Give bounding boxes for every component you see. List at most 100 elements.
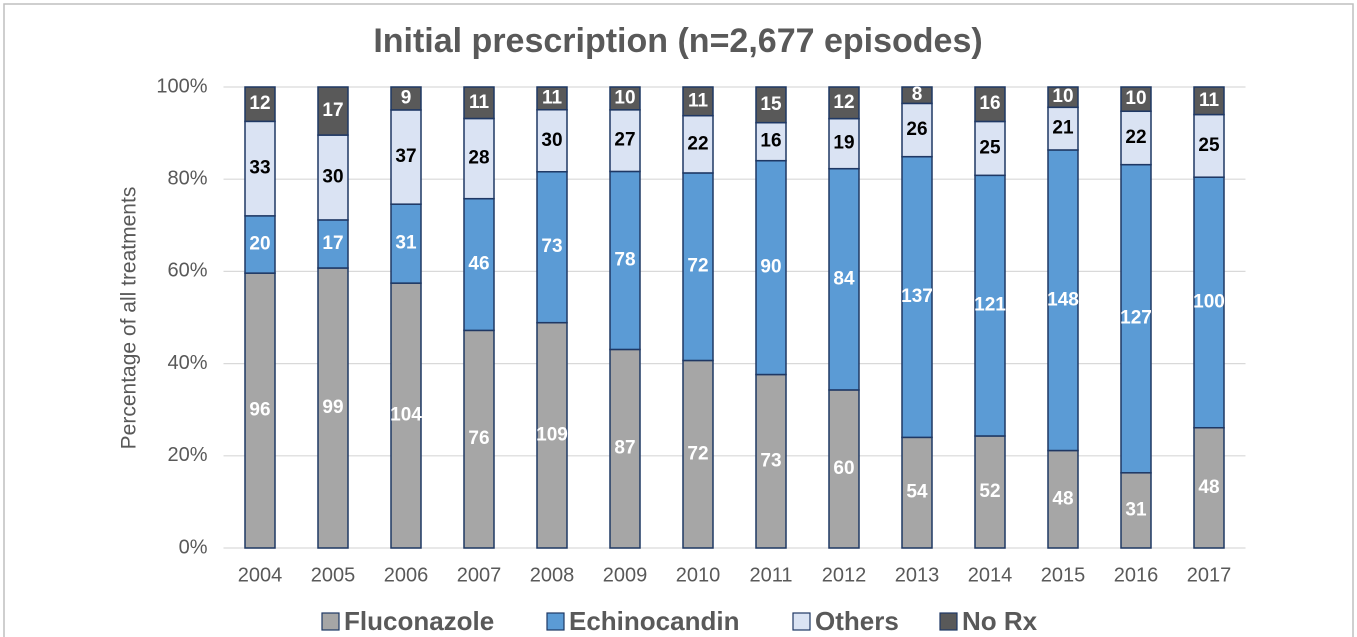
x-tick-label: 2009 xyxy=(603,564,648,586)
y-tick-label: 60% xyxy=(167,260,207,282)
data-label: 30 xyxy=(322,167,343,188)
data-label: 22 xyxy=(1125,127,1146,148)
data-label: 52 xyxy=(979,481,1000,502)
bar-segment xyxy=(1120,472,1152,549)
data-label: 22 xyxy=(687,133,708,154)
bar-segment xyxy=(536,86,568,111)
bar-segment xyxy=(755,373,787,549)
data-label: 73 xyxy=(541,236,562,257)
data-label: 27 xyxy=(614,130,635,151)
bar-segment xyxy=(536,321,568,549)
data-label: 26 xyxy=(906,119,927,140)
bar-segment xyxy=(1193,113,1225,178)
bar-segment xyxy=(901,86,933,105)
data-label: 21 xyxy=(1052,118,1074,139)
data-label: 137 xyxy=(901,286,933,307)
data-label: 16 xyxy=(760,131,781,152)
bar-segment xyxy=(390,203,422,284)
data-label: 76 xyxy=(468,428,489,449)
data-label: 33 xyxy=(249,158,270,179)
x-tick-label: 2014 xyxy=(968,564,1013,586)
data-label: 84 xyxy=(833,268,855,289)
data-label: 10 xyxy=(1052,86,1073,107)
data-label: 16 xyxy=(979,93,1000,114)
legend-swatch xyxy=(546,612,565,631)
x-tick-label: 2011 xyxy=(749,564,792,586)
bar-segment xyxy=(828,167,860,391)
bar-segment xyxy=(901,102,933,158)
y-axis-label: Percentage of all treatments xyxy=(118,187,141,450)
data-label: 54 xyxy=(906,482,928,503)
bar-segment xyxy=(828,86,860,120)
data-label: 25 xyxy=(1198,135,1220,156)
x-tick-label: 2015 xyxy=(1041,564,1086,586)
bar-segment xyxy=(974,174,1006,437)
bar-segment xyxy=(609,86,641,111)
data-label: 10 xyxy=(614,87,635,108)
data-label: 8 xyxy=(912,84,923,105)
data-label: 31 xyxy=(395,233,417,254)
data-label: 100 xyxy=(1193,291,1225,312)
data-label: 48 xyxy=(1198,477,1219,498)
data-label: 96 xyxy=(249,400,270,421)
x-tick-label: 2013 xyxy=(895,564,940,586)
x-tick-label: 2010 xyxy=(676,564,721,586)
data-label: 90 xyxy=(760,257,781,278)
bar-segment xyxy=(317,219,349,269)
data-label: 121 xyxy=(974,295,1006,316)
data-label: 28 xyxy=(468,148,489,169)
legend-swatch xyxy=(939,612,958,631)
x-tick-label: 2012 xyxy=(822,564,867,586)
bar-segment xyxy=(609,348,641,549)
bar-segment xyxy=(682,359,714,549)
bar-segment xyxy=(463,197,495,332)
y-tick-label: 20% xyxy=(167,444,207,466)
data-label: 109 xyxy=(536,424,568,445)
bar-segment xyxy=(1120,110,1152,166)
bar-segment xyxy=(901,155,933,439)
bar-segment xyxy=(901,436,933,549)
data-label: 37 xyxy=(395,146,416,167)
data-label: 72 xyxy=(687,256,708,277)
bar-segment xyxy=(682,86,714,117)
data-label: 11 xyxy=(1199,90,1220,111)
data-label: 17 xyxy=(322,100,343,121)
bar-segment xyxy=(463,86,495,120)
bar-segment xyxy=(755,86,787,124)
x-tick-label: 2006 xyxy=(384,564,429,586)
bar-segment xyxy=(536,171,568,324)
bar-segment xyxy=(317,86,349,136)
data-label: 46 xyxy=(468,254,489,275)
data-label: 20 xyxy=(249,234,270,255)
bar-segment xyxy=(1047,449,1079,549)
legend-swatch xyxy=(792,612,811,631)
data-label: 25 xyxy=(979,137,1001,158)
bar-segment xyxy=(755,159,787,376)
bar-segment xyxy=(755,121,787,162)
data-label: 11 xyxy=(688,90,709,111)
bar-segment xyxy=(1120,163,1152,474)
data-label: 72 xyxy=(687,443,708,464)
data-label: 127 xyxy=(1120,308,1152,329)
bar-segment xyxy=(317,134,349,221)
bar-segment xyxy=(390,282,422,549)
y-tick-label: 100% xyxy=(156,75,207,97)
data-label: 30 xyxy=(541,130,562,151)
bar-segment xyxy=(682,172,714,362)
x-tick-label: 2016 xyxy=(1114,564,1159,586)
bar-segment xyxy=(1047,86,1079,109)
data-label: 73 xyxy=(760,450,781,471)
data-label: 11 xyxy=(542,87,563,108)
data-label: 12 xyxy=(833,92,854,113)
bar-segment xyxy=(974,435,1006,549)
data-label: 87 xyxy=(614,438,635,459)
chart-title: Initial prescription (n=2,677 episodes) xyxy=(373,22,982,60)
data-label: 15 xyxy=(760,94,782,115)
legend-label: Others xyxy=(815,606,899,636)
bar-segment xyxy=(390,86,422,111)
legend-label: Fluconazole xyxy=(344,606,494,636)
bar-segment xyxy=(244,120,276,217)
bar-segment xyxy=(1193,176,1225,429)
